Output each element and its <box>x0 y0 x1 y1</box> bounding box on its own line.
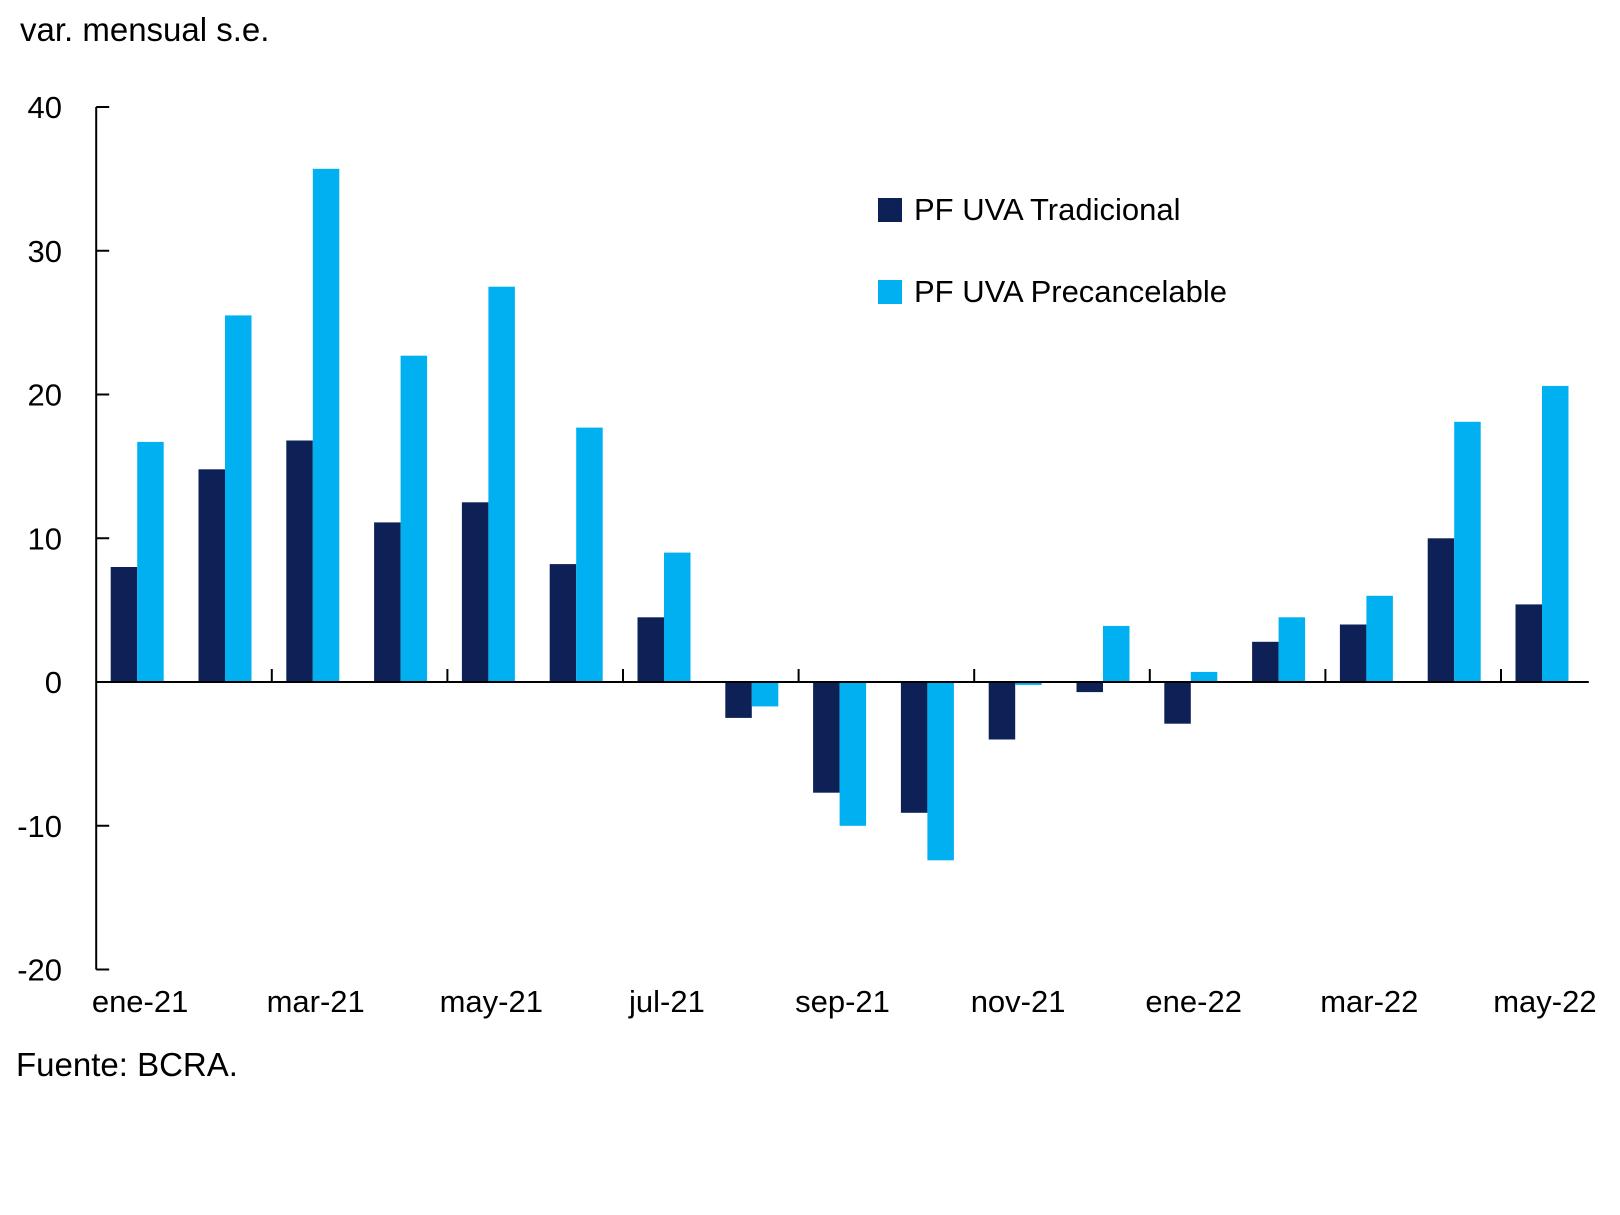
x-tick-label: jul-21 <box>628 984 705 1019</box>
bar-precancelable-jun-21 <box>576 427 603 682</box>
legend-label-precancelable: PF UVA Precancelable <box>914 274 1228 309</box>
y-tick-label: 30 <box>28 234 62 269</box>
y-tick-label: 20 <box>28 378 62 413</box>
bar-tradicional-oct-21 <box>900 682 928 813</box>
bar-precancelable-may-21 <box>488 286 515 682</box>
bar-tradicional-sep-21 <box>813 682 840 793</box>
bar-tradicional-dic-21 <box>1076 682 1103 693</box>
chart-title: var. mensual s.e. <box>20 11 270 48</box>
source-note: Fuente: BCRA. <box>16 1046 238 1083</box>
x-tick-label: may-21 <box>440 984 543 1019</box>
y-tick-label: -20 <box>17 953 62 988</box>
bar-tradicional-mar-22 <box>1339 624 1367 682</box>
bar-precancelable-feb-22 <box>1278 617 1306 682</box>
legend-item-precancelable: PF UVA Precancelable <box>878 274 1227 310</box>
bar-tradicional-ene-22 <box>1164 682 1191 724</box>
x-tick-label: ene-22 <box>1145 984 1242 1019</box>
legend-swatch-precancelable-icon <box>878 280 902 304</box>
bar-tradicional-jul-21 <box>637 617 664 682</box>
bar-precancelable-sep-21 <box>839 682 867 826</box>
y-tick-label: 10 <box>28 521 62 556</box>
bar-precancelable-mar-21 <box>312 168 340 683</box>
bar-tradicional-abr-22 <box>1427 538 1455 683</box>
bar-tradicional-ene-21 <box>110 567 138 682</box>
x-tick-label: may-22 <box>1493 984 1596 1019</box>
x-tick-label: nov-21 <box>971 984 1066 1019</box>
bar-precancelable-oct-21 <box>927 682 954 861</box>
x-tick-label: ene-21 <box>92 984 189 1019</box>
legend-item-tradicional: PF UVA Tradicional <box>878 192 1227 228</box>
bar-tradicional-ago-21 <box>725 682 752 718</box>
bar-tradicional-nov-21 <box>988 682 1016 740</box>
bar-tradicional-mar-21 <box>286 440 313 682</box>
y-tick-label: 0 <box>45 665 62 700</box>
y-tick-label: -10 <box>17 809 62 844</box>
y-tick-label: 40 <box>28 90 62 125</box>
bar-tradicional-feb-21 <box>198 469 225 683</box>
bar-precancelable-abr-21 <box>400 355 428 682</box>
bar-precancelable-may-22 <box>1542 385 1569 682</box>
bar-precancelable-mar-22 <box>1366 595 1393 683</box>
bar-precancelable-feb-21 <box>225 315 252 682</box>
bar-tradicional-may-22 <box>1515 604 1542 682</box>
bar-tradicional-may-21 <box>461 502 489 682</box>
bar-precancelable-jul-21 <box>664 552 691 682</box>
legend-label-tradicional: PF UVA Tradicional <box>914 192 1181 227</box>
x-tick-label: mar-21 <box>267 984 365 1019</box>
bar-tradicional-feb-22 <box>1252 641 1279 683</box>
bar-precancelable-ago-21 <box>751 682 779 707</box>
bar-precancelable-ene-22 <box>1190 671 1218 682</box>
x-tick-label: mar-22 <box>1320 984 1418 1019</box>
legend-swatch-tradicional-icon <box>878 198 902 222</box>
x-tick-label: sep-21 <box>795 984 890 1019</box>
legend: PF UVA Tradicional PF UVA Precancelable <box>878 192 1227 310</box>
bar-precancelable-abr-22 <box>1454 421 1481 682</box>
bar-tradicional-jun-21 <box>549 564 577 682</box>
bar-precancelable-ene-21 <box>137 441 164 682</box>
bar-precancelable-dic-21 <box>1103 625 1130 682</box>
bar-precancelable-nov-21 <box>1015 682 1042 685</box>
bar-tradicional-abr-21 <box>374 522 401 682</box>
